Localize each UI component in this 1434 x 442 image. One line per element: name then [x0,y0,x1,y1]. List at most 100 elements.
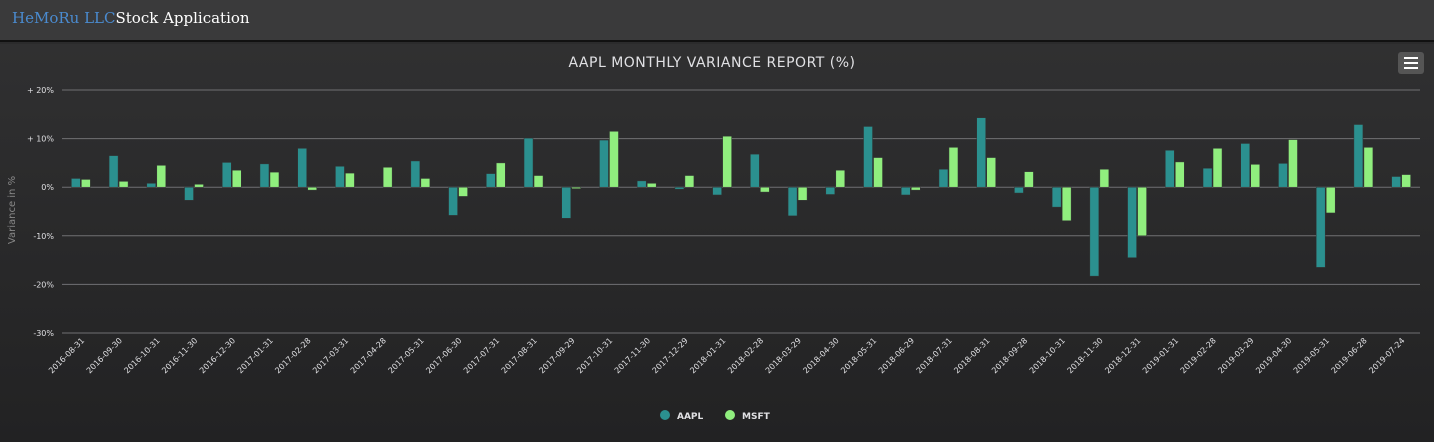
bar-msft[interactable] [911,186,921,191]
bar-aapl[interactable] [184,186,194,201]
bar-msft[interactable] [458,186,468,197]
bar-aapl[interactable] [1127,186,1137,258]
bar-aapl[interactable] [825,186,836,195]
bar-msft[interactable] [156,165,167,188]
bar-aapl[interactable] [1391,176,1401,188]
x-tick-label: 2019-03-29 [1216,336,1255,375]
x-tick-label: 2017-11-30 [613,336,652,375]
bar-msft[interactable] [1288,139,1298,188]
x-tick-label: 2016-11-30 [160,336,199,375]
bar-msft[interactable] [1061,186,1072,221]
bar-aapl[interactable] [1353,124,1364,188]
y-tick-label: 0% [41,183,54,192]
bar-msft[interactable] [1099,168,1110,188]
bar-aapl[interactable] [863,126,873,188]
bar-msft[interactable] [609,131,619,188]
legend-item-aapl[interactable]: AAPL [660,410,704,422]
bar-aapl[interactable] [712,186,722,196]
bar-aapl[interactable] [108,155,119,188]
bar-msft[interactable] [986,157,996,188]
x-tick-labels: 2016-08-312016-09-302016-10-312016-11-30… [47,336,1407,375]
bar-aapl[interactable] [486,173,496,188]
brand-company[interactable]: HeMoRu LLC [12,9,116,27]
bar-msft[interactable] [835,169,846,188]
bar-msft[interactable] [646,183,657,188]
bar-msft[interactable] [1212,148,1223,188]
bar-msft[interactable] [1363,147,1374,188]
bar-aapl[interactable] [599,139,609,188]
bar-aapl[interactable] [750,153,760,188]
bar-aapl[interactable] [561,186,571,219]
bar-aapl[interactable] [1315,186,1326,268]
bar-msft[interactable] [382,167,393,188]
brand-app-title[interactable]: Stock Application [115,9,250,27]
bar-aapl[interactable] [1278,163,1288,188]
x-tick-label: 2018-01-31 [688,336,727,375]
bar-aapl[interactable] [335,166,345,188]
bar-msft[interactable] [1175,161,1185,188]
x-tick-label: 2018-02-28 [726,336,765,375]
legend-item-msft[interactable]: MSFT [725,410,771,422]
bar-aapl[interactable] [1014,186,1024,194]
legend-marker [660,410,670,420]
bar-aapl[interactable] [1089,186,1100,277]
bar-msft[interactable] [420,178,431,188]
x-tick-label: 2017-02-28 [273,336,312,375]
bar-aapl[interactable] [1240,143,1250,188]
bar-msft[interactable] [873,157,883,188]
y-tick-label: -20% [33,280,54,289]
bar-aapl[interactable] [787,186,798,217]
bar-aapl[interactable] [636,180,647,188]
x-tick-label: 2017-03-31 [311,336,350,375]
bar-msft[interactable] [496,162,506,188]
bar-aapl[interactable] [938,168,949,188]
bar-aapl[interactable] [901,186,911,196]
bar-aapl[interactable] [146,183,157,188]
bar-msft[interactable] [571,186,581,189]
bar-msft[interactable] [118,181,129,188]
bar-msft[interactable] [345,172,355,188]
chart-menu-button[interactable] [1398,52,1424,74]
bar-aapl[interactable] [1202,167,1213,188]
bar-msft[interactable] [1401,174,1411,188]
x-tick-label: 2018-10-31 [1028,336,1067,375]
bar-aapl[interactable] [71,178,81,188]
bar-msft[interactable] [760,186,770,193]
bar-aapl[interactable] [259,163,270,188]
bar-aapl[interactable] [410,160,421,188]
chart-title: AAPL MONTHLY VARIANCE REPORT (%) [568,55,855,71]
x-tick-label: 2017-09-29 [537,336,576,375]
x-tick-label: 2017-08-31 [500,336,539,375]
x-tick-label: 2016-12-30 [198,336,237,375]
bar-msft[interactable] [797,186,808,201]
bar-aapl[interactable] [448,186,458,216]
x-tick-label: 2019-01-31 [1141,336,1180,375]
bar-msft[interactable] [1250,164,1260,188]
bar-msft[interactable] [1024,171,1034,188]
bar-aapl[interactable] [222,162,232,188]
legend: AAPL MSFT [660,410,771,422]
bar-aapl[interactable] [976,117,986,188]
x-tick-label: 2018-07-31 [915,336,954,375]
bar-aapl[interactable] [297,148,307,188]
bar-msft[interactable] [81,179,91,188]
brand[interactable]: HeMoRu LLCStock Application [12,9,250,27]
bar-aapl[interactable] [1051,186,1062,208]
bar-aapl[interactable] [674,186,685,190]
legend-marker [725,410,735,420]
bar-msft[interactable] [533,175,544,188]
bar-msft[interactable] [1325,186,1336,214]
bar-msft[interactable] [948,147,959,188]
bar-msft[interactable] [722,135,732,188]
bar-msft[interactable] [194,184,204,188]
bar-msft[interactable] [307,186,317,191]
bar-msft[interactable] [269,171,280,188]
bar-aapl[interactable] [1165,150,1175,188]
y-tick-label: -30% [33,329,54,338]
bar-msft[interactable] [684,175,695,188]
y-tick-label: + 10% [27,135,54,144]
bar-msft[interactable] [232,169,242,188]
bar-aapl[interactable] [523,137,534,188]
legend-label: AAPL [677,412,704,422]
bar-msft[interactable] [1137,186,1147,237]
